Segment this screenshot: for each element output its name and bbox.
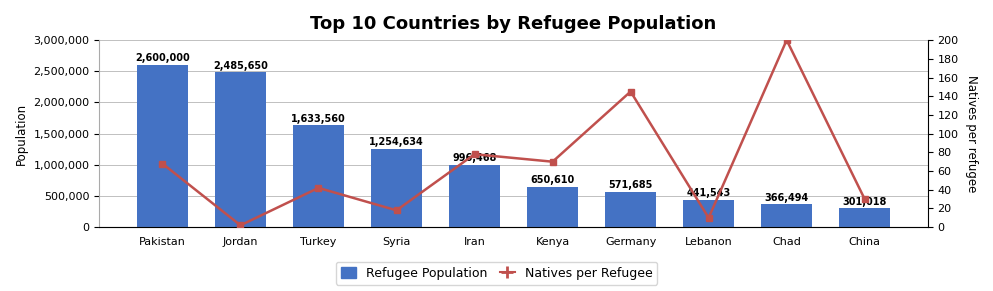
Bar bbox=[215, 72, 266, 227]
Bar bbox=[606, 191, 656, 227]
Text: 441,543: 441,543 bbox=[686, 188, 731, 198]
Bar bbox=[293, 125, 344, 227]
Natives per Refugee bbox=[780, 38, 792, 42]
Natives per Refugee bbox=[313, 186, 325, 190]
Text: 1,254,634: 1,254,634 bbox=[369, 137, 424, 147]
Text: 1,633,560: 1,633,560 bbox=[291, 114, 346, 124]
Natives per Refugee bbox=[390, 209, 402, 212]
Line: Natives per Refugee: Natives per Refugee bbox=[159, 37, 868, 229]
Y-axis label: Population: Population bbox=[15, 103, 28, 165]
Natives per Refugee bbox=[234, 223, 246, 227]
Text: 996,468: 996,468 bbox=[453, 153, 496, 164]
Bar bbox=[839, 208, 890, 227]
Text: 650,610: 650,610 bbox=[530, 175, 575, 185]
Title: Top 10 Countries by Refugee Population: Top 10 Countries by Refugee Population bbox=[311, 15, 717, 33]
Natives per Refugee bbox=[625, 90, 637, 93]
Legend: Refugee Population, Natives per Refugee: Refugee Population, Natives per Refugee bbox=[336, 262, 657, 285]
Text: 571,685: 571,685 bbox=[609, 180, 652, 190]
Natives per Refugee bbox=[546, 160, 558, 164]
Bar bbox=[137, 65, 188, 227]
Bar bbox=[449, 165, 499, 227]
Natives per Refugee bbox=[703, 216, 715, 220]
Text: 2,600,000: 2,600,000 bbox=[135, 54, 190, 63]
Text: 2,485,650: 2,485,650 bbox=[213, 61, 268, 71]
Text: 301,018: 301,018 bbox=[842, 197, 887, 207]
Bar bbox=[527, 187, 578, 227]
Bar bbox=[371, 149, 422, 227]
Natives per Refugee bbox=[157, 162, 169, 165]
Natives per Refugee bbox=[469, 152, 481, 156]
Bar bbox=[683, 200, 734, 227]
Natives per Refugee bbox=[859, 197, 871, 201]
Text: 366,494: 366,494 bbox=[765, 193, 808, 203]
Y-axis label: Natives per refugee: Natives per refugee bbox=[965, 75, 978, 192]
Bar bbox=[762, 204, 812, 227]
